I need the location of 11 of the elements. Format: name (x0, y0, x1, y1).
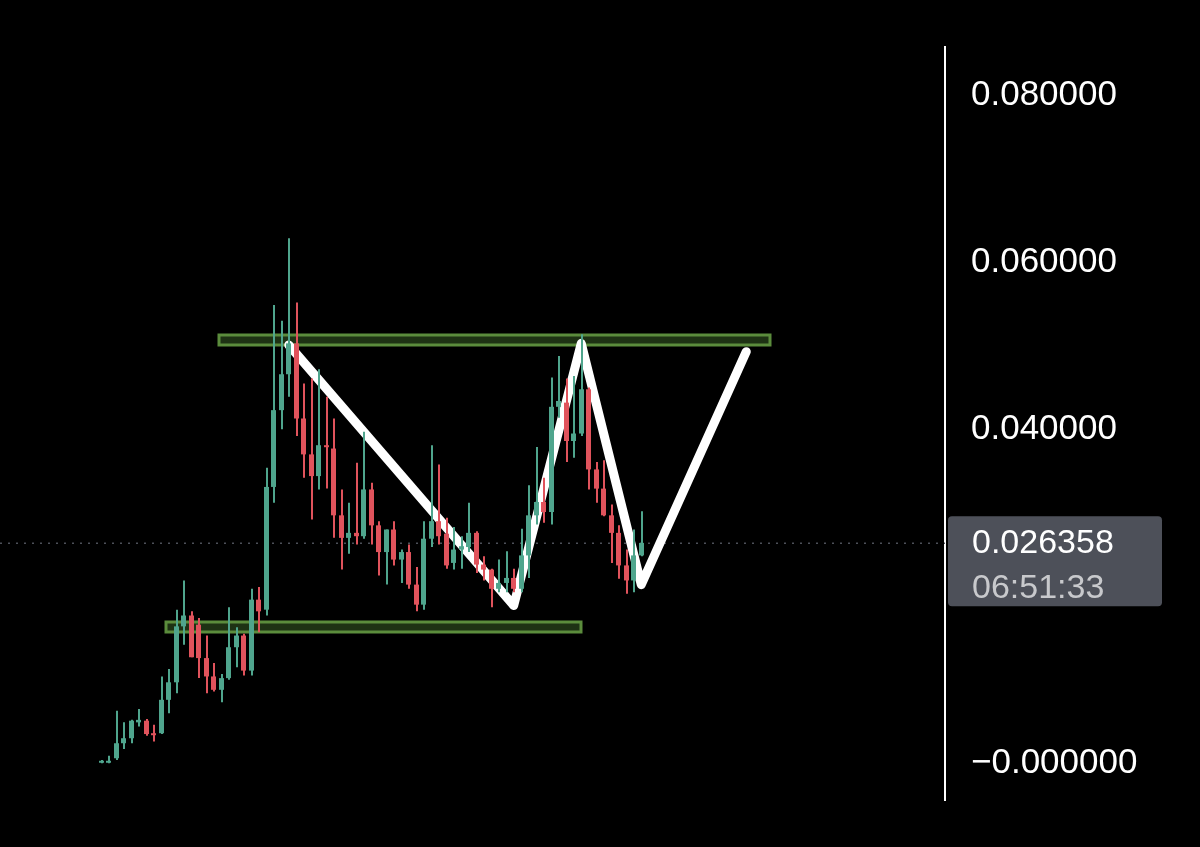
text: 06:51:33 (972, 566, 1105, 605)
candlestick (151, 724, 156, 742)
y-tick-label: 0.080000 (971, 73, 1117, 113)
y-tick-label: −0.000000 (971, 740, 1138, 780)
candlestick (324, 396, 329, 489)
y-tick-label: 0.040000 (971, 407, 1117, 446)
candlestick (571, 375, 576, 458)
candlestick (346, 502, 351, 554)
y-tick-label: 0.060000 (971, 240, 1117, 280)
ref-line-label: 0.026358 (972, 521, 1114, 560)
candlestick (556, 355, 561, 418)
